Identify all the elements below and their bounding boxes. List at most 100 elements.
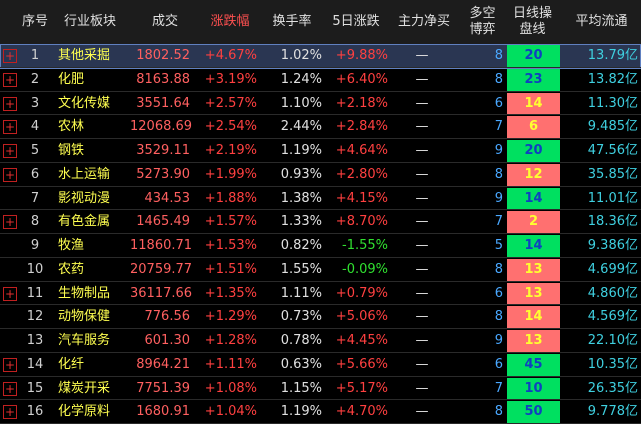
cell: 1.19% [280,404,322,420]
expand-button[interactable]: + [3,120,17,135]
cell: — [415,404,429,420]
line-cell-bg [507,401,560,423]
header-cell: 主力净买 [397,14,450,29]
cell: 36117.66 [130,285,193,301]
cell: 动物保健 [58,309,111,325]
cell: 1.24% [280,71,322,87]
cell: 其他采掘 [58,48,111,63]
cell: 16 [26,404,44,420]
cell: 水上运输 [58,166,111,182]
cell: 7 [30,190,40,206]
row-divider [0,233,641,234]
cell: — [415,380,429,396]
cell: 8 [30,214,40,230]
cell: — [415,71,429,87]
cell: 1465.49 [136,214,190,230]
cell: — [415,166,429,182]
header-line: 多空 [469,6,496,21]
row-divider [0,280,641,282]
cell: — [415,214,429,230]
cell: 0.63% [280,356,322,372]
cell: 6 [494,356,503,372]
cell: 14 [524,238,543,253]
cell: 钢铁 [58,143,85,158]
cell: +4.64% [335,143,388,158]
cell: 8964.21 [136,356,190,372]
cell: 23 [524,71,543,87]
row-divider [0,304,641,306]
cell: 5 [494,238,503,253]
cell: — [415,356,429,372]
cell: 434.53 [144,190,191,206]
cell: 20759.77 [130,261,193,277]
cell: 9.485亿 [587,119,638,135]
line-cell-bg [507,116,560,138]
expand-button[interactable]: + [3,144,17,158]
cell: 13 [524,285,543,301]
cell: 8 [494,261,503,277]
cell: 13 [26,333,44,348]
cell: 0.73% [280,309,322,325]
cell: 化纤 [58,356,85,372]
cell: 13.82亿 [587,71,638,87]
cell: +2.54% [204,119,257,135]
expand-button[interactable]: + [3,357,17,372]
cell: +5.17% [335,380,388,396]
cell: 22.10亿 [587,333,638,348]
cell: 1.55% [280,261,322,277]
cell: +9.88% [335,48,388,63]
expand-button[interactable]: + [3,215,17,230]
cell: — [415,190,429,206]
cell: 6 [494,285,503,301]
cell: 1.15% [280,380,322,396]
row-divider [0,90,641,92]
cell: 煤炭开采 [58,380,111,396]
cell: 3529.11 [136,143,190,158]
line-cell-bg [507,330,560,352]
expand-button[interactable]: + [3,405,17,420]
cell: 9 [494,143,503,158]
expand-button[interactable]: + [3,381,17,396]
cell: 4.699亿 [587,261,638,277]
cell: +1.29% [204,309,257,325]
cell: 7751.39 [136,380,190,396]
line-cell-bg [507,235,560,257]
expand-button[interactable]: + [3,167,17,182]
header-cell: 多空 博弈 [460,0,505,44]
expand-button[interactable]: + [3,96,17,111]
cell: 1680.91 [136,404,190,420]
cell: 14 [26,356,44,372]
cell: 14 [524,95,543,111]
cell: 11860.71 [130,238,193,253]
cell: +1.51% [204,261,257,277]
cell: 1.33% [280,214,322,230]
cell: 9.386亿 [587,238,638,253]
cell: 6 [494,95,503,111]
cell: +0.79% [335,285,388,301]
expand-button[interactable]: + [3,49,17,63]
cell: +1.28% [204,333,257,348]
row-divider [0,185,641,187]
cell: 9.778亿 [587,404,638,420]
row-divider [0,161,641,163]
expand-button[interactable]: + [3,286,17,301]
row-divider [0,375,641,377]
expand-button[interactable]: + [3,72,17,87]
cell: 12 [524,166,543,182]
cell: — [415,143,429,158]
header-cell: 日线操 盘线 [505,0,560,44]
cell: +2.18% [335,95,388,111]
cell: +1.04% [204,404,257,420]
cell: 4 [30,119,40,135]
cell: 有色金属 [58,214,111,230]
cell: 2 [528,214,539,230]
cell: 2 [30,71,40,87]
cell: 20 [524,48,543,63]
cell: +6.40% [335,71,388,87]
cell: 47.56亿 [587,143,638,158]
cell: 文化传媒 [58,95,111,111]
cell: 牧渔 [58,238,85,253]
cell: 0.78% [280,333,322,348]
cell: +1.99% [204,166,257,182]
